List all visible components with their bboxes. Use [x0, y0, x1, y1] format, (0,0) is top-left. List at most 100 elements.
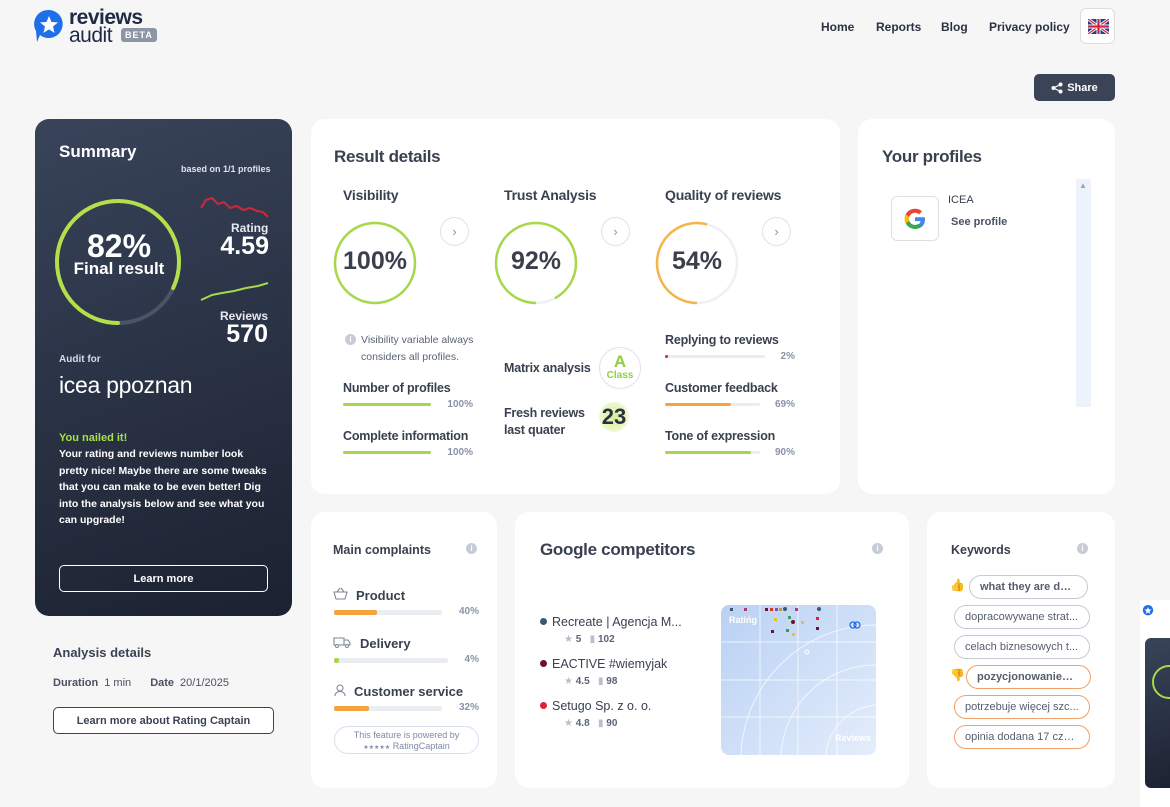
star-icon: ★ — [564, 634, 573, 645]
quality-arrow-button[interactable]: › — [762, 217, 791, 246]
learn-more-rating-captain-button[interactable]: Learn more about Rating Captain — [53, 707, 274, 734]
chevron-right-icon: › — [452, 224, 457, 239]
reviews-value: 570 — [226, 320, 268, 348]
basket-icon — [333, 587, 348, 600]
language-button[interactable] — [1080, 8, 1115, 44]
beta-badge: BETA — [121, 28, 157, 42]
google-profile-logo — [891, 196, 939, 241]
share-button[interactable]: Share — [1034, 74, 1115, 101]
quality-percent: 54% — [671, 247, 723, 275]
keyword-negative[interactable]: opinia dodana 17 czer... — [954, 725, 1090, 749]
competitor-name: Setugo Sp. z o. o. — [552, 699, 652, 713]
visibility-percent: 100% — [343, 247, 407, 275]
competitor-reviews: 98 — [606, 676, 618, 687]
thumbs-up-icon: 👍 — [950, 578, 965, 592]
summary-title: Summary — [59, 142, 137, 161]
side-preview-ring — [1152, 665, 1170, 699]
summary-based-on: based on 1/1 profiles — [181, 164, 271, 174]
your-profiles-title: Your profiles — [882, 147, 982, 166]
side-preview-widget[interactable] — [1140, 600, 1170, 807]
metric-bar — [665, 403, 760, 406]
rating-label: Rating — [231, 221, 269, 235]
nav-privacy-policy[interactable]: Privacy policy — [989, 20, 1070, 34]
visibility-note: Visibility variable always considers all… — [361, 334, 474, 363]
nailed-title: You nailed it! — [59, 432, 128, 444]
info-icon[interactable]: i — [466, 543, 477, 554]
comment-icon: ▮ — [589, 634, 596, 645]
metric-label: Replying to reviews — [665, 333, 779, 347]
final-result-label: Final result — [73, 259, 165, 278]
competitor-item[interactable]: EACTIVE #wiemyjak ★ 4.5 ▮ 98 — [540, 657, 667, 687]
matrix-class: Class — [606, 370, 634, 381]
competitor-dot — [540, 660, 547, 667]
trust-ring — [494, 221, 578, 305]
profile-name: ICEA — [948, 194, 974, 206]
metric-bar — [665, 451, 760, 454]
matrix-grade-badge: A Class — [599, 347, 641, 389]
google-icon — [904, 208, 925, 229]
star-icon: ★ — [564, 676, 573, 687]
map-y-label: Rating — [729, 615, 757, 625]
trust-arrow-button[interactable]: › — [601, 217, 630, 246]
google-competitors-card: Google competitors i Recreate | Agencja … — [515, 512, 909, 788]
reviews-label: Reviews — [220, 309, 269, 323]
scroll-up-icon[interactable]: ▲ — [1079, 181, 1087, 190]
keywords-title: Keywords — [951, 543, 1011, 557]
quality-ring — [655, 221, 739, 305]
competitor-item[interactable]: Setugo Sp. z o. o. ★ 4.8 ▮ 90 — [540, 699, 652, 729]
stars-icon: ★★★★★ — [363, 745, 391, 751]
comment-icon: ▮ — [598, 718, 604, 729]
info-icon[interactable]: i — [872, 543, 883, 554]
reviews-trend-line — [200, 282, 269, 301]
metric-percent: 90% — [774, 447, 795, 458]
profiles-scrollbar[interactable]: ▲ — [1076, 179, 1091, 407]
logo[interactable]: reviews audit BETA — [34, 6, 159, 47]
nailed-text: Your rating and reviews number look pret… — [59, 448, 267, 526]
complaint-bar — [334, 706, 442, 711]
keywords-card: Keywords i 👍 what they are doing dopraco… — [927, 512, 1115, 788]
metric-label: Complete information — [343, 429, 469, 443]
keyword-positive[interactable]: dopracowywane strat... — [954, 605, 1090, 629]
matrix-analysis-label: Matrix analysis — [504, 361, 591, 375]
keyword-positive[interactable]: celach biznesowych t... — [954, 635, 1090, 659]
main-complaints-title: Main complaints — [333, 543, 431, 557]
audit-for-label: Audit for — [59, 354, 101, 365]
metric-bar — [343, 451, 431, 454]
analysis-meta: Duration 1 min Date 20/1/2025 — [53, 677, 229, 689]
keyword-negative[interactable]: pozycjonowaniem ... — [966, 665, 1091, 689]
complaint-label: Product — [356, 588, 406, 603]
nav-blog[interactable]: Blog — [941, 20, 968, 34]
visibility-arrow-button[interactable]: › — [440, 217, 469, 246]
competitors-map[interactable]: Rating Reviews — [721, 605, 876, 755]
visibility-ring — [333, 221, 417, 305]
metric-bar — [665, 355, 765, 358]
learn-more-button[interactable]: Learn more — [59, 565, 268, 592]
share-icon — [1051, 82, 1063, 93]
powered-by-badge[interactable]: This feature is powered by ★★★★★ RatingC… — [334, 726, 479, 754]
map-x-label: Reviews — [835, 733, 872, 743]
complaint-percent: 40% — [458, 606, 479, 617]
powered-by-line2: RatingCaptain — [392, 741, 450, 751]
competitor-stats: ★ 4.5 ▮ 98 — [564, 676, 617, 687]
rating-trend-line — [200, 196, 269, 218]
competitor-name: Recreate | Agencja M... — [552, 615, 682, 629]
final-result-ring — [55, 199, 181, 325]
complaint-bar — [334, 610, 442, 615]
logo-text-line2: audit — [69, 24, 113, 47]
nav-home[interactable]: Home — [821, 20, 855, 34]
competitor-reviews: 102 — [597, 634, 615, 645]
comment-icon: ▮ — [598, 676, 604, 687]
audit-name: icea ppoznan — [59, 372, 193, 398]
see-profile-link[interactable]: See profile — [951, 216, 1008, 228]
trust-analysis-title: Trust Analysis — [504, 187, 597, 203]
metric-percent: 69% — [774, 399, 795, 410]
complaint-percent: 32% — [458, 702, 479, 713]
result-details-card: Result details Visibility 100% › i Visib… — [311, 119, 840, 494]
info-icon[interactable]: i — [1077, 543, 1088, 554]
metric-bar — [343, 403, 431, 406]
competitor-item[interactable]: Recreate | Agencja M... ★ 5 ▮ 102 — [540, 615, 682, 645]
keyword-positive[interactable]: what they are doing — [969, 575, 1088, 599]
nav-reports[interactable]: Reports — [876, 20, 922, 34]
result-details-title: Result details — [334, 147, 441, 166]
keyword-negative[interactable]: potrzebuje więcej szc... — [954, 695, 1090, 719]
